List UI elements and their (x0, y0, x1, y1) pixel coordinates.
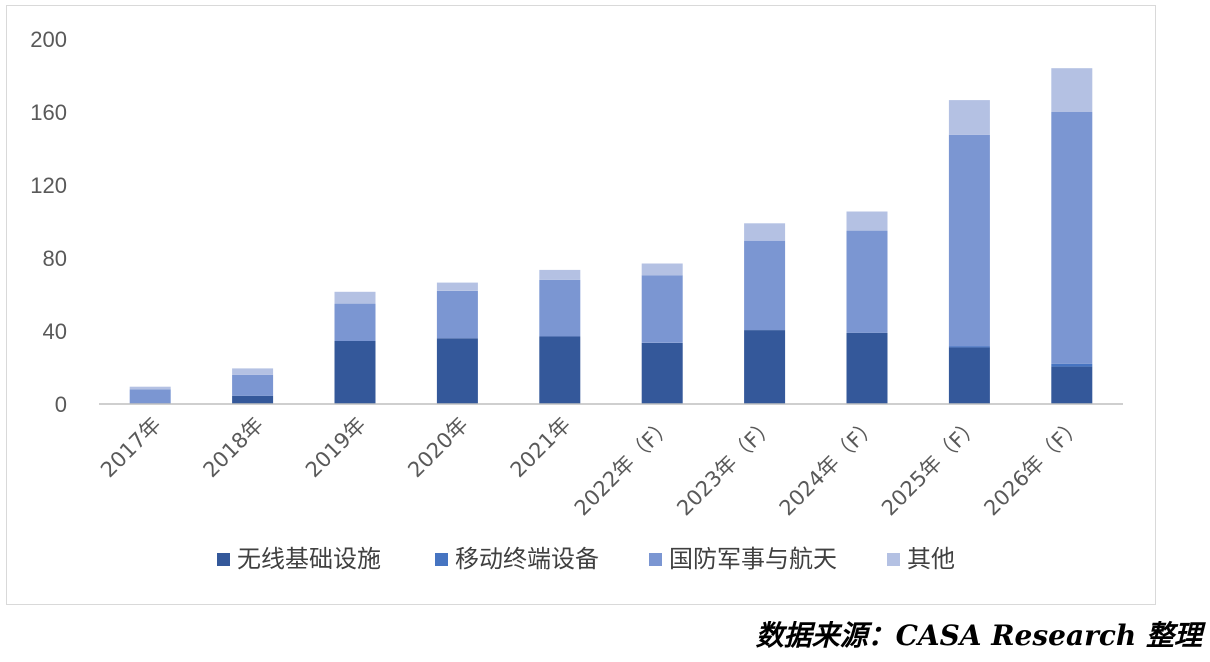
bar-segment (744, 330, 786, 404)
x-tick-label: 2023年（F） (672, 413, 780, 521)
bar-segment (1051, 68, 1093, 112)
bar-segment (129, 386, 171, 390)
legend-label: 移动终端设备 (455, 545, 599, 573)
x-tick-label: 2021年 (506, 413, 576, 483)
x-tick-label: 2022年（F） (570, 413, 678, 521)
bars (129, 68, 1093, 404)
stacked-bar-chart: 0 40 80 120 160 200 2017年 2018年 2019年 2020年 2021年… (30, 27, 1123, 573)
legend-label: 无线基础设施 (237, 545, 381, 573)
legend: 无线基础设施 移动终端设备 国防军事与航天 其他 (217, 545, 955, 573)
y-tick-label: 80 (43, 246, 67, 271)
bar-segment (641, 342, 683, 404)
legend-swatch (887, 553, 900, 566)
bar-segment (1051, 363, 1093, 367)
bar-segment (846, 211, 888, 231)
bar-segment (334, 303, 376, 341)
bar-segment (1051, 112, 1093, 364)
bar-segment (948, 134, 990, 347)
bar-segment (232, 395, 274, 404)
y-tick-label: 0 (55, 392, 67, 417)
legend-label: 其他 (907, 545, 955, 573)
y-axis-ticks: 0 40 80 120 160 200 (30, 27, 67, 417)
x-tick-label: 2017年 (96, 413, 166, 483)
legend-swatch (435, 553, 448, 566)
bar-segment (436, 282, 478, 291)
legend-label: 国防军事与航天 (669, 545, 837, 573)
bar-segment (846, 332, 888, 404)
bar-segment (641, 263, 683, 276)
bar-segment (948, 346, 990, 348)
bar-segment (744, 223, 786, 241)
bar-segment (846, 230, 888, 333)
legend-swatch (649, 553, 662, 566)
y-tick-label: 160 (30, 100, 67, 125)
bar-segment (436, 290, 478, 339)
bar-segment (334, 291, 376, 304)
x-tick-label: 2026年（F） (979, 413, 1087, 521)
legend-swatch (217, 553, 230, 566)
bar-segment (539, 269, 581, 280)
y-tick-label: 120 (30, 173, 67, 198)
chart-frame: 0 40 80 120 160 200 2017年 2018年 2019年 2020年 2021年… (6, 5, 1156, 605)
bar-segment (129, 389, 171, 404)
bar-segment (1051, 366, 1093, 404)
x-axis-ticks: 2017年 2018年 2019年 2020年 2021年2022年（F）2023年（F… (96, 413, 1087, 521)
bar-segment (948, 347, 990, 404)
bar-segment (744, 240, 786, 331)
bar-segment (436, 338, 478, 404)
bar-segment (948, 100, 990, 135)
bar-segment (539, 279, 581, 337)
y-tick-label: 200 (30, 27, 67, 52)
y-tick-label: 40 (43, 319, 67, 344)
source-note: 数据来源：CASA Research 整理 (755, 619, 1202, 652)
bar-segment (232, 374, 274, 396)
x-tick-label: 2025年（F） (877, 413, 985, 521)
bar-segment (334, 341, 376, 404)
x-tick-label: 2019年 (301, 413, 371, 483)
bar-segment (232, 368, 274, 375)
bar-segment (641, 275, 683, 343)
bar-segment (539, 336, 581, 404)
x-tick-label: 2020年 (403, 413, 473, 483)
x-tick-label: 2024年（F） (775, 413, 883, 521)
x-tick-label: 2018年 (199, 413, 269, 483)
